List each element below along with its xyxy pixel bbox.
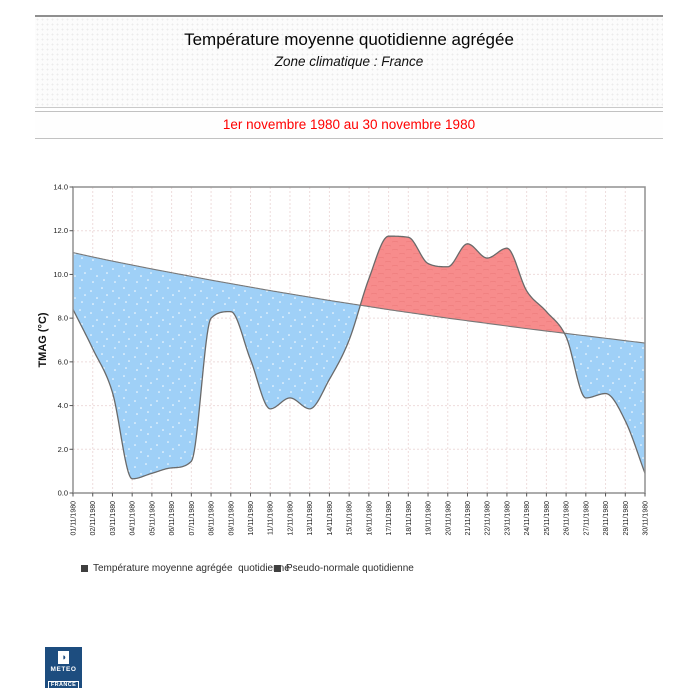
- x-tick-label: 28/11/1980: [603, 501, 610, 536]
- x-tick-label: 21/11/1980: [465, 501, 472, 536]
- x-tick-label: 23/11/1980: [504, 501, 511, 536]
- anomaly-fills: [73, 236, 645, 479]
- x-tick-label: 08/11/1980: [209, 501, 216, 536]
- x-tick-label: 24/11/1980: [524, 501, 531, 536]
- x-tick-label: 06/11/1980: [169, 501, 176, 536]
- x-tick-label: 09/11/1980: [228, 501, 235, 536]
- x-tick-label: 10/11/1980: [248, 501, 255, 536]
- legend-label-temperature: Température moyenne agrégée quotidienne: [93, 562, 290, 574]
- logo-text-meteo: METEO: [50, 666, 77, 673]
- y-tick-label: 8.0: [58, 314, 68, 323]
- page-title: Température moyenne quotidienne agrégée: [184, 30, 514, 49]
- series-curves: [72, 235, 646, 480]
- x-tick-label: 11/11/1980: [268, 501, 275, 535]
- legend-item-normale: Pseudo-normale quotidienne: [274, 562, 414, 574]
- y-tick-label: 0.0: [58, 489, 68, 498]
- normale-series-swatch-icon: [274, 564, 281, 572]
- x-tick-label: 22/11/1980: [485, 501, 492, 536]
- x-tick-label: 30/11/1980: [643, 501, 650, 536]
- x-tick-label: 02/11/1980: [90, 501, 97, 536]
- period-banner: 1er novembre 1980 au 30 novembre 1980: [35, 111, 663, 139]
- page-subtitle: Zone climatique : France: [274, 54, 424, 69]
- y-tick-label: 14.0: [53, 183, 68, 192]
- x-tick-label: 05/11/1980: [149, 501, 156, 536]
- period-text: 1er novembre 1980 au 30 novembre 1980: [222, 117, 476, 132]
- x-tick-label: 19/11/1980: [426, 501, 433, 536]
- warm-anomaly-texture: [360, 236, 565, 334]
- cool-anomaly-texture: [564, 333, 645, 474]
- x-tick-label: 17/11/1980: [386, 501, 393, 536]
- x-tick-label: 16/11/1980: [366, 501, 373, 536]
- y-tick-label: 10.0: [53, 270, 68, 279]
- logo-moon-icon: ◑: [58, 651, 69, 664]
- plot-border: [72, 186, 646, 494]
- y-tick-label: 6.0: [58, 357, 68, 366]
- x-tick-label: 25/11/1980: [544, 501, 551, 536]
- x-tick-label: 07/11/1980: [189, 501, 196, 536]
- temperature-series-swatch-icon: [81, 564, 88, 572]
- pseudo-normale-curve: [72, 252, 646, 344]
- y-tick-label: 12.0: [53, 226, 68, 235]
- x-tick-label: 15/11/1980: [347, 501, 354, 536]
- x-tick-label: 13/11/1980: [307, 501, 314, 536]
- temperature-curve: [72, 235, 646, 480]
- axes: 0.0 2.0 4.0 6.0 8.0 10.0 12.0 14.0 01/11/1980 02/…: [37, 183, 650, 536]
- x-tick-label: 03/11/1980: [110, 501, 117, 536]
- x-tick-label: 29/11/1980: [623, 501, 630, 536]
- legend-item-temperature: Température moyenne agrégée quotidienne: [81, 562, 290, 574]
- y-axis-title: TMAG (°C): [37, 312, 49, 367]
- logo-text-france: FRANCE: [47, 680, 80, 690]
- x-tick-label: 12/11/1980: [287, 501, 294, 536]
- y-tick-label: 4.0: [58, 401, 68, 410]
- x-tick-label: 01/11/1980: [71, 501, 78, 536]
- header-panel: Température moyenne quotidienne agrégée …: [35, 15, 663, 108]
- x-tick-label: 20/11/1980: [445, 501, 452, 536]
- x-tick-label: 26/11/1980: [564, 501, 571, 536]
- cool-anomaly-texture: [73, 252, 361, 479]
- y-tick-label: 2.0: [58, 445, 68, 454]
- x-tick-label: 14/11/1980: [327, 501, 334, 536]
- meteo-france-logo: ◑ METEO FRANCE: [45, 647, 82, 690]
- x-tick-label: 27/11/1980: [583, 501, 590, 536]
- legend-label-normale: Pseudo-normale quotidienne: [286, 562, 414, 574]
- x-tick-label: 18/11/1980: [406, 501, 413, 536]
- x-tick-label: 04/11/1980: [130, 501, 137, 536]
